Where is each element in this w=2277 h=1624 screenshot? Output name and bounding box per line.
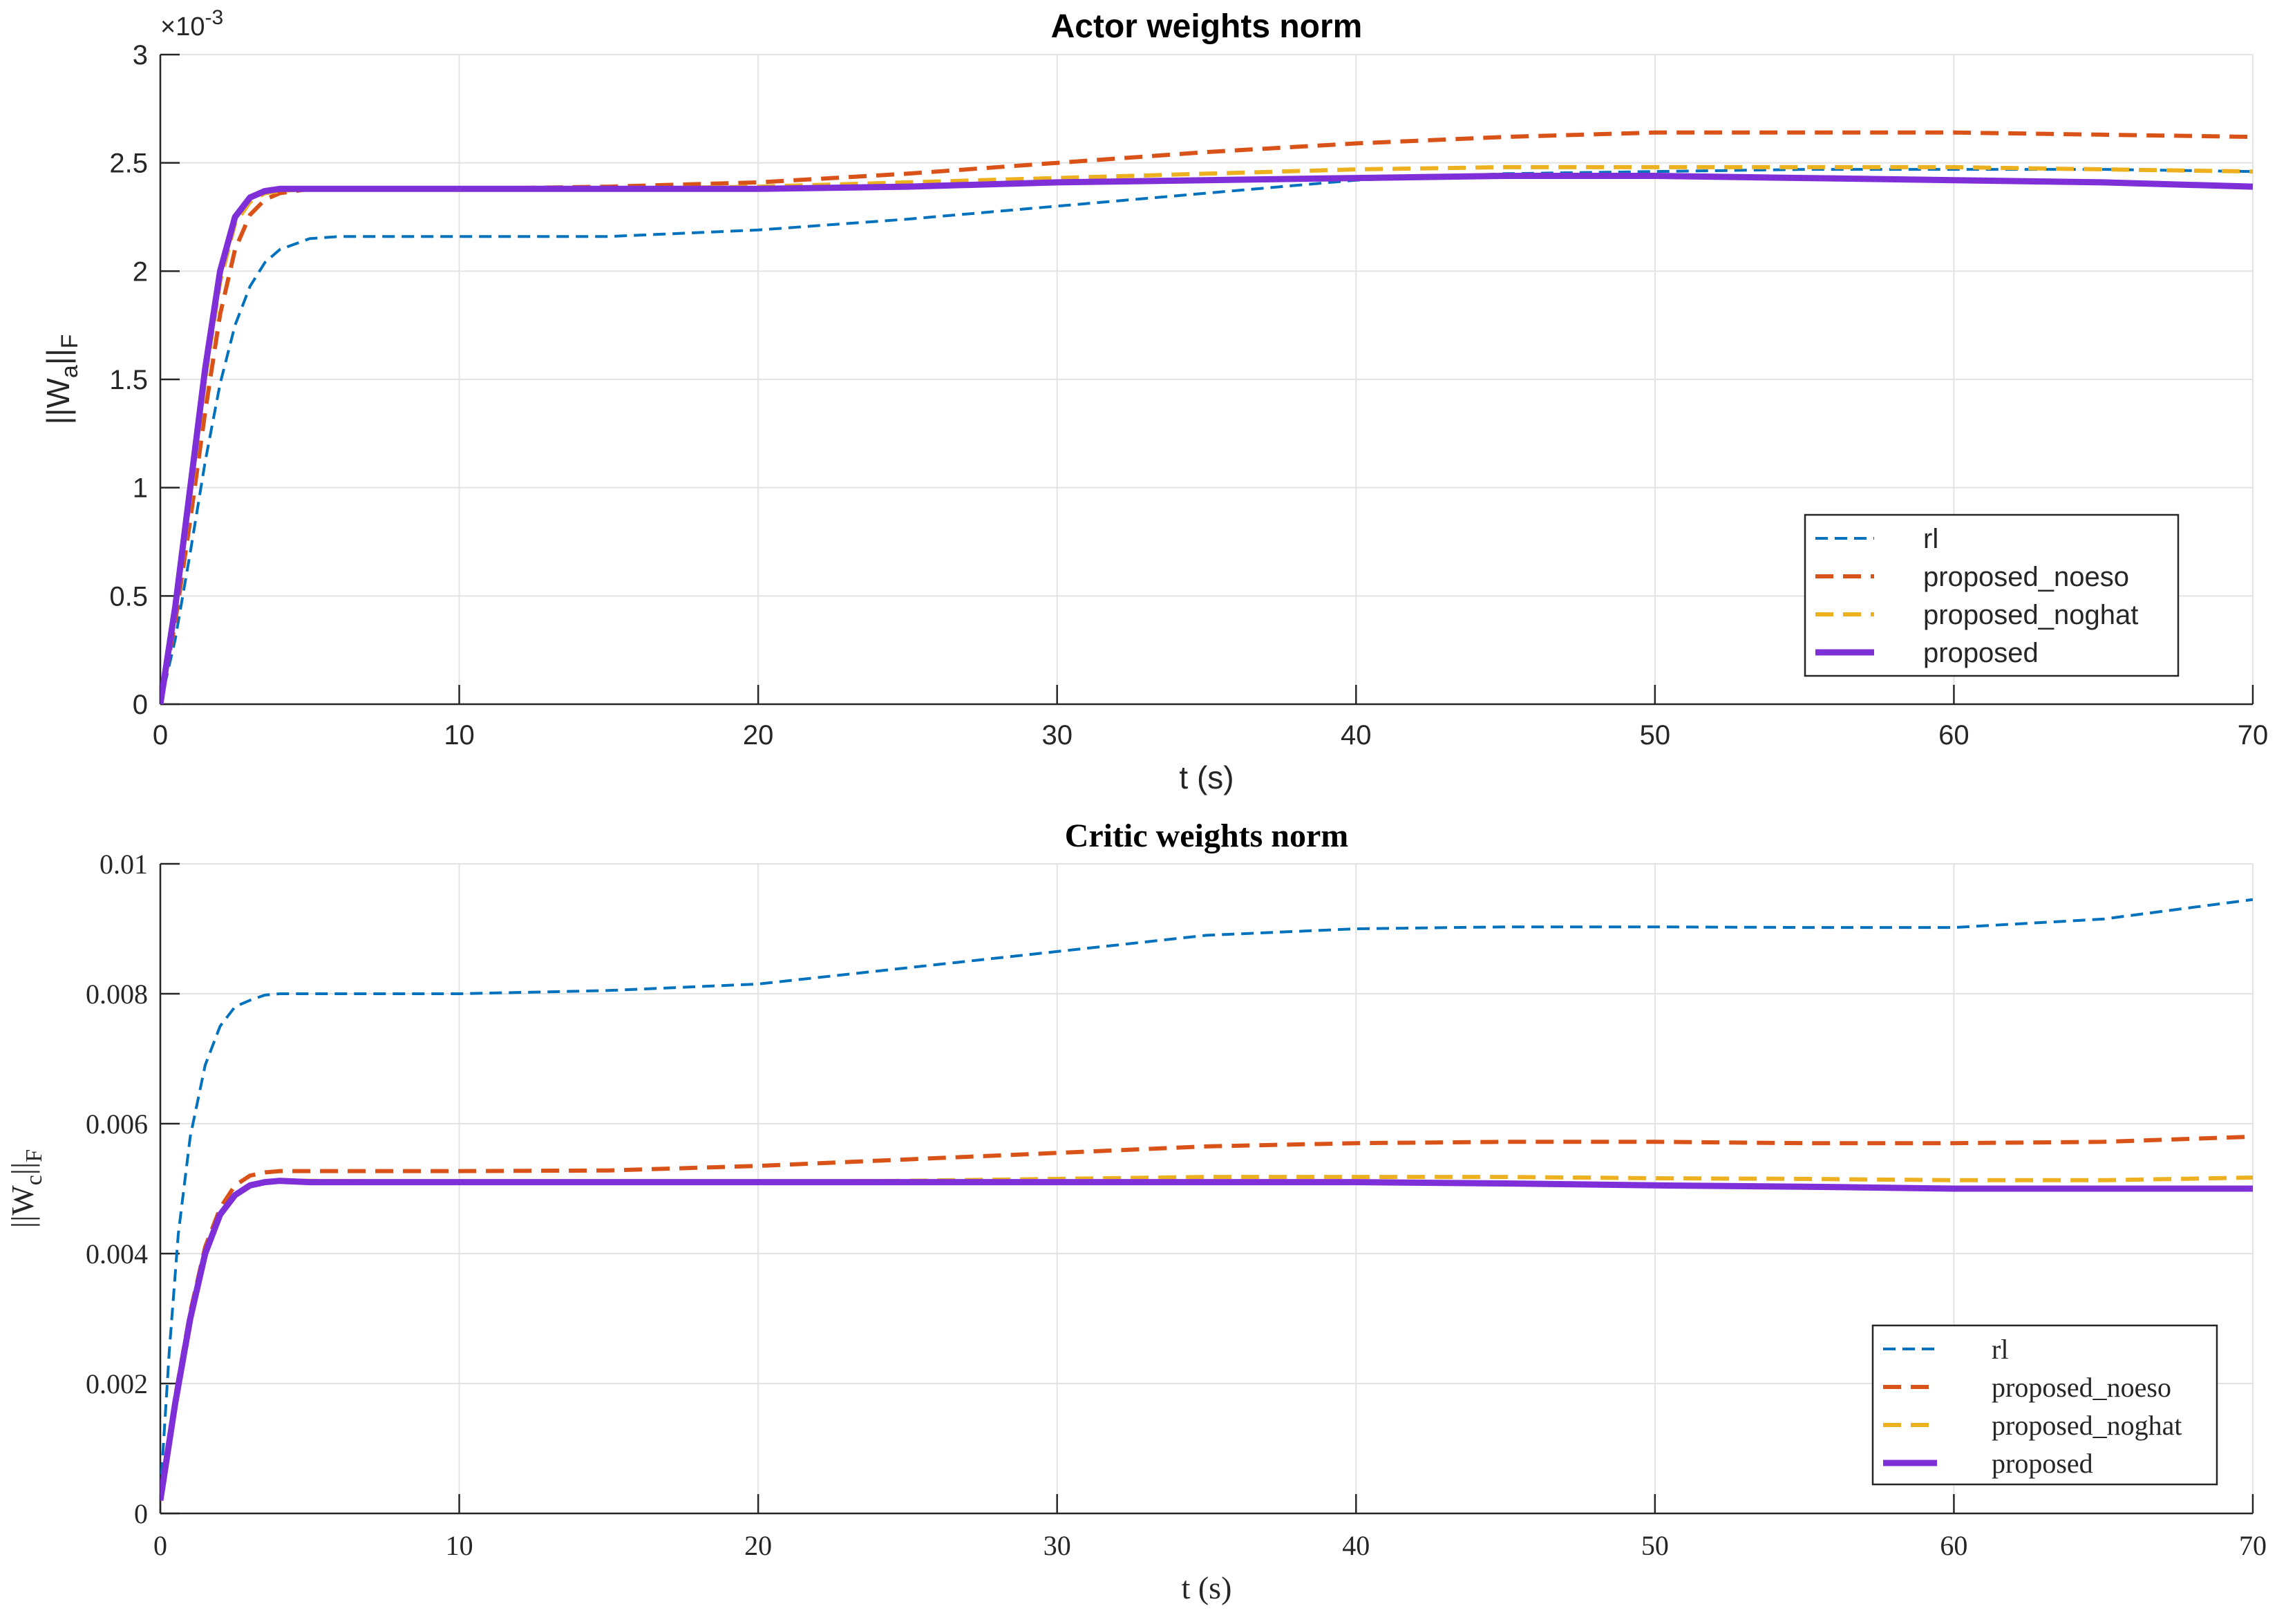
- y-tick-label: 0.006: [86, 1108, 148, 1140]
- legend-label-proposed: proposed: [1923, 638, 2039, 668]
- y-tick-label: 0: [133, 690, 148, 720]
- legend-label-rl: rl: [1992, 1334, 2008, 1365]
- x-tick-label: 20: [744, 1530, 772, 1561]
- y-axis-label: ||Wa||F: [40, 334, 83, 425]
- x-tick-label: 30: [1043, 1530, 1071, 1561]
- x-tick-label: 70: [2239, 1530, 2267, 1561]
- chart-title: Critic weights norm: [1065, 818, 1349, 854]
- legend-label-proposed-noeso: proposed_noeso: [1992, 1372, 2171, 1403]
- x-tick-label: 0: [153, 1530, 167, 1561]
- x-tick-label: 50: [1640, 720, 1671, 750]
- y-tick-label: 2: [133, 256, 148, 287]
- x-tick-label: 30: [1041, 720, 1073, 750]
- y-axis-label-base: ||W: [40, 378, 76, 425]
- x-tick-label: 20: [743, 720, 774, 750]
- y-axis-label-sub: a: [57, 365, 83, 378]
- y-tick-label: 1.5: [109, 365, 148, 395]
- series-line-proposed: [160, 173, 2253, 704]
- x-tick-label: 40: [1342, 1530, 1370, 1561]
- y-axis-label-tail-sub: F: [57, 334, 83, 349]
- y-tick-label: 0.5: [109, 581, 148, 612]
- x-tick-label: 50: [1641, 1530, 1669, 1561]
- y-axis-label-base: ||W: [5, 1185, 40, 1228]
- legend-label-rl: rl: [1923, 524, 1938, 554]
- y-axis-label-tail: ||: [40, 348, 76, 365]
- y-exponent-power: -3: [205, 6, 223, 29]
- legend-box: [1871, 1324, 2218, 1486]
- x-tick-label: 0: [153, 720, 168, 750]
- x-tick-label: 40: [1341, 720, 1372, 750]
- x-tick-label: 10: [444, 720, 475, 750]
- y-tick-label: 3: [133, 40, 148, 70]
- x-axis-label: t (s): [1182, 1570, 1232, 1605]
- series-line-rl: [160, 898, 2253, 1494]
- y-tick-label: 0.01: [100, 849, 148, 880]
- legend-label-proposed-noeso: proposed_noeso: [1923, 562, 2129, 592]
- actor-weights-chart: 0 10 20 30 40 50 60 70 0 0.5 1 1.5 2 2.5 3 ×10-3 Actor w…: [40, 6, 2268, 795]
- x-tick-label: 60: [1940, 1530, 1967, 1561]
- y-axis-label-sub: c: [21, 1175, 47, 1185]
- y-exponent-base: ×10: [160, 12, 205, 41]
- legend-label-proposed-noghat: proposed_noghat: [1923, 600, 2138, 630]
- x-axis-label: t (s): [1179, 759, 1234, 795]
- legend-label-proposed: proposed: [1992, 1448, 2093, 1479]
- y-tick-label: 0.004: [86, 1238, 148, 1269]
- legend-label-proposed-noghat: proposed_noghat: [1992, 1410, 2182, 1441]
- series-line-proposed: [160, 1178, 2253, 1501]
- critic-weights-chart: 0 10 20 30 40 50 60 70 0 0.002 0.004 0.006 0.008 0.01…: [5, 818, 2267, 1605]
- chart-title: Actor weights norm: [1051, 8, 1363, 45]
- y-axis-label: ||Wc||F: [5, 1149, 47, 1228]
- y-axis-label-tail: ||: [5, 1162, 40, 1175]
- x-tick-label: 10: [446, 1530, 473, 1561]
- x-tick-label: 70: [2238, 720, 2269, 750]
- legend-box: [1804, 513, 2180, 677]
- y-tick-label: 0.002: [86, 1368, 148, 1399]
- y-tick-label: 2.5: [109, 149, 148, 179]
- y-tick-label: 0.008: [86, 979, 148, 1010]
- x-tick-label: 60: [1938, 720, 1969, 750]
- y-tick-label: 1: [133, 473, 148, 504]
- y-axis-label-tail-sub: F: [21, 1149, 47, 1162]
- y-tick-label: 0: [134, 1498, 148, 1529]
- y-exponent-label: ×10-3: [160, 6, 223, 41]
- series-line-proposed-noeso: [160, 130, 2253, 704]
